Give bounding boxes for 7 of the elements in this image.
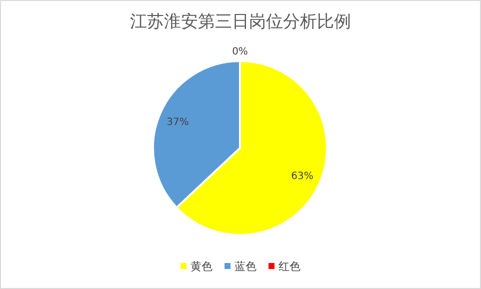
data-label: 37% [166,117,189,128]
chart-title: 江苏淮安第三日岗位分析比例 [130,12,351,32]
text: 0% [232,46,248,58]
legend-label: 黄色 [190,260,212,273]
legend-label: 红色 [278,260,300,273]
legend-label: 蓝色 [234,260,256,273]
data-label: 63% [291,170,314,182]
